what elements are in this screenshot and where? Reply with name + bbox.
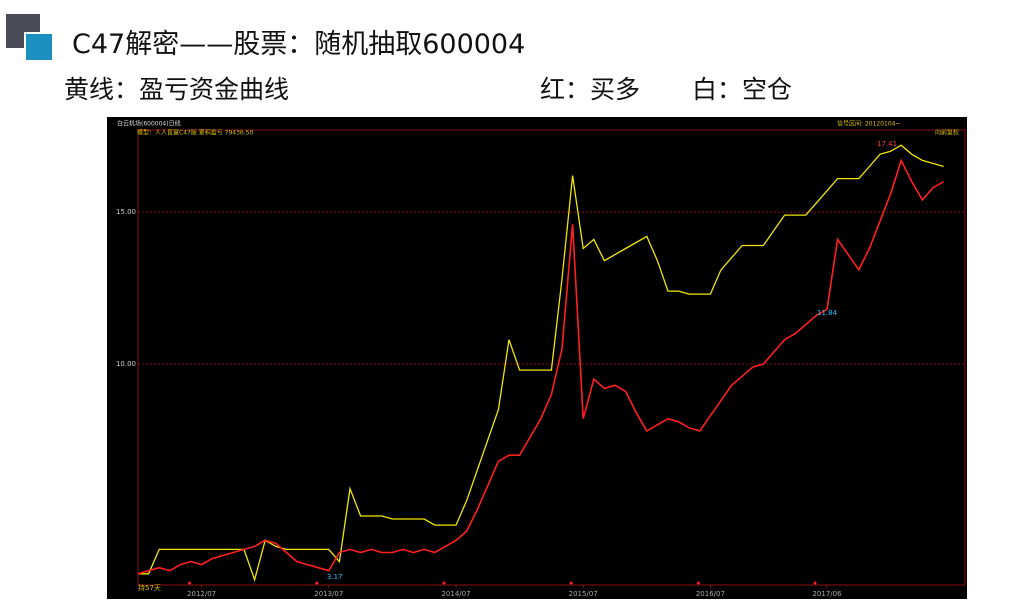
annotation: 11.84 [817,309,838,317]
chart-header: 向前复权 [935,129,959,137]
chart-header: 信号区间: 20120104~ [837,120,901,128]
signal-dot [569,581,573,585]
chart-header: 模型：人人皆富C47版 累积盈亏 79436.50 [137,129,253,137]
legend-yellow: 黄线：盈亏资金曲线 [64,75,290,104]
annotation: 持57天 [138,583,161,592]
annotation: 3.17 [327,573,343,581]
signal-dot [813,581,817,585]
legend-red: 红：买多 [540,75,641,104]
legend-white: 白：空仓 [692,75,793,104]
x-tick-label: 2014/07 [441,590,470,598]
signal-dot [442,581,446,585]
signal-dot [315,581,319,585]
y-tick-label: 10.00 [116,360,136,368]
signal-dot [696,581,700,585]
signal-dot [188,581,192,585]
y-tick-label: 15.00 [116,208,136,216]
series-line [137,158,944,575]
x-tick-label: 2013/07 [314,590,343,598]
chart-header: 白云机场(600004)日线 [117,120,181,128]
annotation: 17.41 [877,140,897,148]
icon-blue [24,32,54,62]
plot-frame [137,129,966,586]
x-tick-label: 2016/07 [696,590,725,598]
x-tick-label: 2015/07 [569,590,598,598]
slide-title: C47解密——股票：随机抽取600004 [72,29,526,60]
chart-background [107,117,967,599]
series-line [138,144,944,583]
x-tick-label: 2017/06 [812,590,842,598]
x-tick-label: 2012/07 [187,590,216,598]
